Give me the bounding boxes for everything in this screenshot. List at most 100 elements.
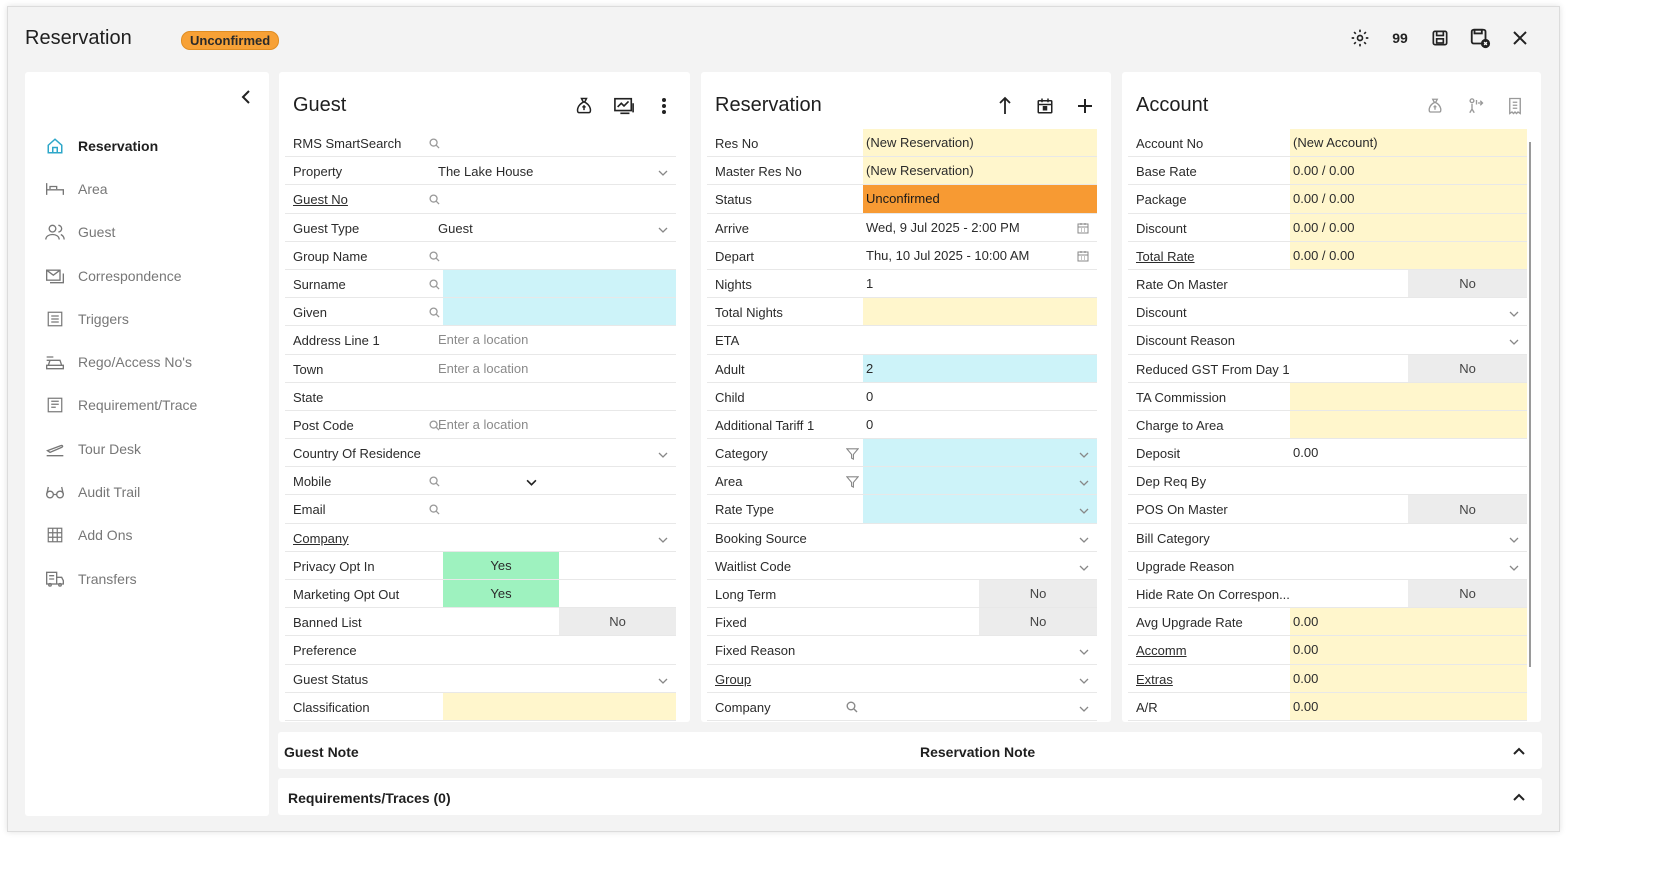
nights-value[interactable]: 1 (866, 276, 874, 292)
field-discount[interactable]: Discount (1128, 298, 1527, 327)
field-child[interactable]: Child 0 (707, 383, 1097, 411)
field-long-term[interactable]: Long Term No (707, 580, 1097, 609)
field-property[interactable]: Property The Lake House (285, 157, 676, 186)
chevron-down-icon[interactable] (1509, 561, 1519, 571)
field-total-rate[interactable]: Total Rate 0.00 / 0.00 (1128, 241, 1527, 270)
rate-on-master-toggle[interactable]: No (1408, 269, 1527, 298)
field-email[interactable]: Email (285, 495, 676, 524)
field-mobile[interactable]: Mobile (285, 467, 676, 496)
field-depart[interactable]: Depart Thu, 10 Jul 2025 - 10:00 AM (707, 242, 1097, 270)
sidebar-item-requirement[interactable]: Requirement/Trace (45, 384, 255, 427)
field-bill-category[interactable]: Bill Category (1128, 524, 1527, 552)
banned-toggle[interactable]: No (559, 608, 676, 636)
reduced-gst-toggle[interactable]: No (1408, 354, 1527, 382)
requirements-label[interactable]: Requirements/Traces (0) (288, 790, 451, 806)
field-waitlist-code[interactable]: Waitlist Code (707, 552, 1097, 580)
marketing-toggle[interactable]: Yes (443, 580, 559, 608)
search-icon[interactable] (846, 701, 858, 713)
settings-gear-icon[interactable] (1349, 27, 1371, 49)
sidebar-item-guest[interactable]: Guest (45, 211, 255, 254)
field-fixed-reason[interactable]: Fixed Reason (707, 636, 1097, 665)
area-select[interactable] (863, 467, 1097, 495)
field-company[interactable]: Company (285, 524, 676, 552)
sidebar-item-audit-trail[interactable]: Audit Trail (45, 470, 255, 513)
field-rate-on-master[interactable]: Rate On Master No (1128, 269, 1527, 299)
field-state[interactable]: State (285, 383, 676, 411)
reservation-note-label[interactable]: Reservation Note (920, 744, 1036, 760)
field-extras[interactable]: Extras 0.00 (1128, 664, 1527, 693)
chevron-down-icon[interactable] (1079, 448, 1089, 458)
field-classification[interactable]: Classification (285, 692, 676, 721)
arrive-value[interactable]: Wed, 9 Jul 2025 - 2:00 PM (866, 219, 1020, 235)
sidebar-item-tour-desk[interactable]: Tour Desk (45, 427, 255, 470)
plus-icon[interactable] (1073, 94, 1097, 118)
search-icon[interactable] (429, 306, 441, 318)
field-given[interactable]: Given (285, 298, 676, 327)
sidebar-item-add-ons[interactable]: Add Ons (45, 514, 255, 557)
calendar-icon[interactable] (1077, 250, 1089, 262)
field-guest-no[interactable]: Guest No (285, 185, 676, 214)
search-icon[interactable] (429, 137, 441, 149)
chevron-down-icon[interactable] (658, 533, 668, 543)
postcode-input[interactable]: Enter a location (438, 416, 529, 432)
save-close-icon[interactable] (1469, 27, 1491, 49)
chevron-down-icon[interactable] (1509, 335, 1519, 346)
rate-type-select[interactable] (863, 495, 1097, 523)
field-rate-type[interactable]: Rate Type (707, 495, 1097, 524)
chevron-down-icon[interactable] (1079, 674, 1089, 684)
child-input[interactable]: 0 (866, 388, 874, 404)
field-label[interactable]: Extras (1136, 671, 1173, 687)
sidebar-item-area[interactable]: Area (45, 167, 255, 210)
field-discount-reason[interactable]: Discount Reason (1128, 326, 1527, 355)
filter-funnel-icon[interactable] (845, 475, 860, 489)
field-country[interactable]: Country Of Residence (285, 439, 676, 468)
chevron-up-icon[interactable] (1512, 744, 1526, 758)
sidebar-item-triggers[interactable]: Triggers (45, 297, 255, 340)
save-icon[interactable] (1429, 27, 1451, 49)
field-rms-smartsearch[interactable]: RMS SmartSearch (285, 129, 676, 158)
depart-value[interactable]: Thu, 10 Jul 2025 - 10:00 AM (866, 247, 1030, 263)
field-privacy-opt-in[interactable]: Privacy Opt In Yes (285, 551, 676, 580)
chevron-down-icon[interactable] (658, 448, 668, 458)
town-input[interactable]: Enter a location (438, 360, 529, 376)
arrow-up-icon[interactable] (993, 94, 1017, 118)
search-icon[interactable] (429, 193, 441, 205)
field-arrive[interactable]: Arrive Wed, 9 Jul 2025 - 2:00 PM (707, 214, 1097, 242)
chevron-down-icon[interactable] (658, 166, 668, 177)
field-banned-list[interactable]: Banned List No (285, 608, 676, 637)
long-term-toggle[interactable]: No (979, 580, 1097, 608)
field-surname[interactable]: Surname (285, 269, 676, 299)
field-marketing-opt-out[interactable]: Marketing Opt Out Yes (285, 580, 676, 609)
calendar-icon[interactable] (1077, 222, 1089, 234)
more-vertical-icon[interactable] (652, 94, 676, 118)
classification-input[interactable] (443, 692, 676, 720)
sidebar-item-correspondence[interactable]: Correspondence (45, 254, 255, 297)
hide-rate-toggle[interactable]: No (1408, 580, 1527, 608)
field-label[interactable]: Company (293, 530, 349, 546)
given-input[interactable] (443, 298, 676, 326)
pos-on-master-toggle[interactable]: No (1408, 495, 1527, 523)
surname-input[interactable] (443, 269, 676, 298)
chevron-down-icon[interactable] (1079, 561, 1089, 571)
account-scrollbar[interactable] (1529, 142, 1531, 667)
charge-to-area-input[interactable] (1290, 410, 1527, 439)
field-fixed[interactable]: Fixed No (707, 608, 1097, 637)
field-deposit[interactable]: Deposit 0.00 (1128, 439, 1527, 468)
money-bag-icon[interactable] (572, 94, 596, 118)
category-select[interactable] (863, 439, 1097, 467)
count-button[interactable]: 99 (1392, 30, 1408, 46)
field-charge-to-area[interactable]: Charge to Area (1128, 410, 1527, 440)
field-post-code[interactable]: Post Code Enter a location (285, 411, 676, 440)
field-adult[interactable]: Adult 2 (707, 354, 1097, 383)
chevron-down-icon[interactable] (1509, 533, 1519, 543)
field-guest-status[interactable]: Guest Status (285, 665, 676, 693)
field-booking-source[interactable]: Booking Source (707, 524, 1097, 552)
field-preference[interactable]: Preference (285, 636, 676, 665)
deposit-input[interactable]: 0.00 (1293, 445, 1319, 461)
money-bag-icon[interactable] (1423, 94, 1447, 118)
field-label[interactable]: Accomm (1136, 643, 1187, 659)
field-ta-commission[interactable]: TA Commission (1128, 382, 1527, 411)
privacy-toggle[interactable]: Yes (443, 551, 559, 579)
field-hide-rate[interactable]: Hide Rate On Correspon... No (1128, 580, 1527, 609)
ta-commission-input[interactable] (1290, 382, 1527, 410)
